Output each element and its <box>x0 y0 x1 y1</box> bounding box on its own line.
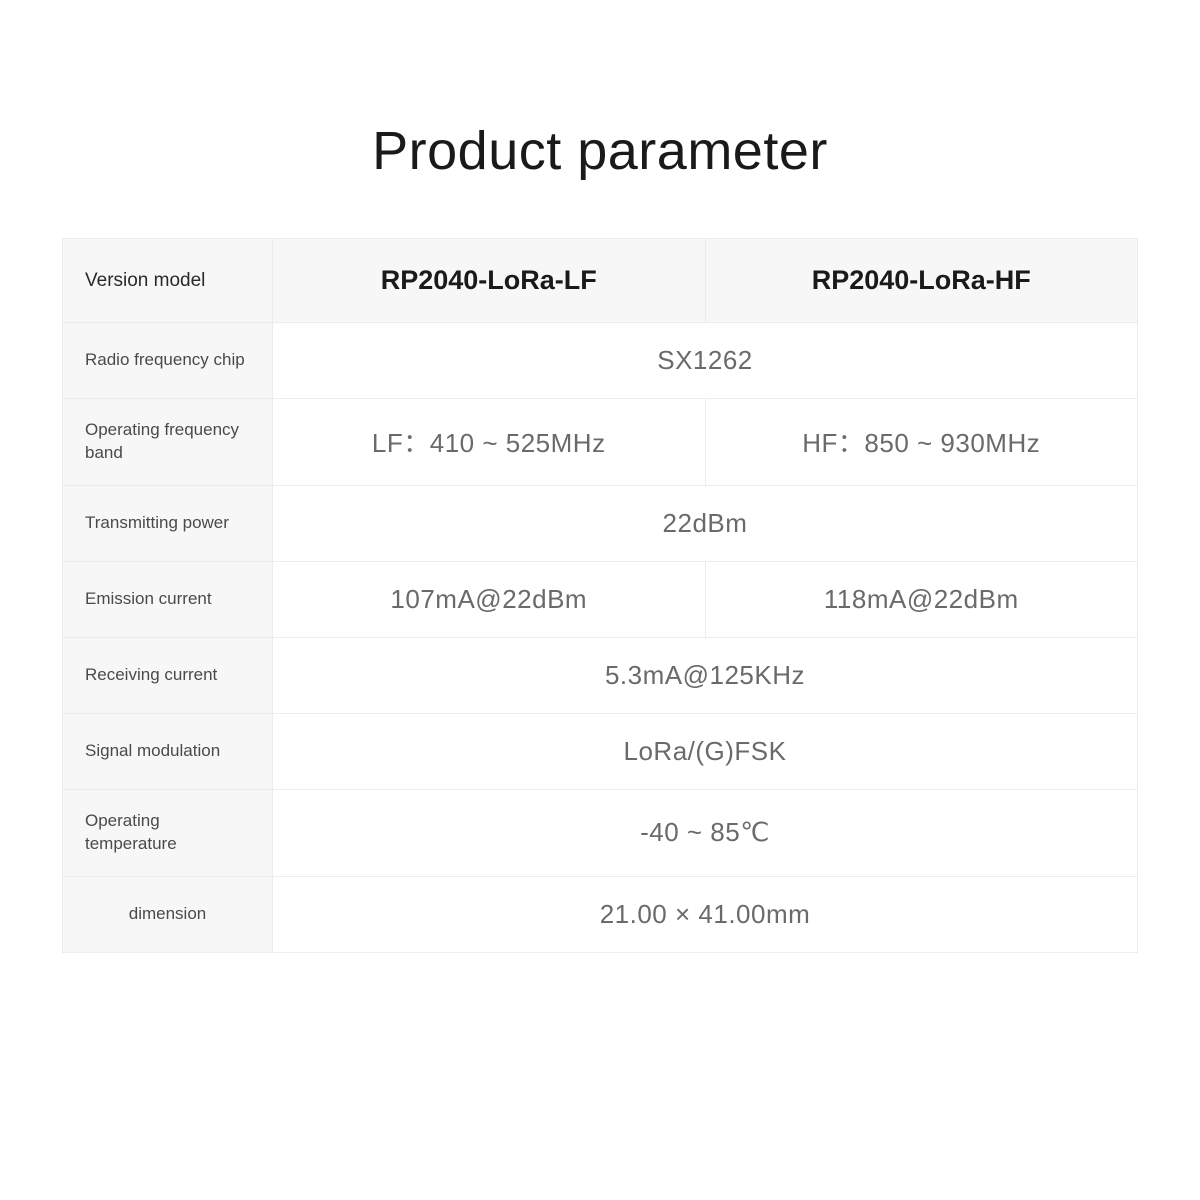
row-value: 22dBm <box>273 485 1138 561</box>
row-value: 5.3mA@125KHz <box>273 637 1138 713</box>
row-label: Operating frequency band <box>63 399 273 486</box>
row-label: Receiving current <box>63 637 273 713</box>
table-row: Transmitting power22dBm <box>63 485 1138 561</box>
table-row: Emission current107mA@22dBm118mA@22dBm <box>63 561 1138 637</box>
page-title: Product parameter <box>62 120 1138 182</box>
header-col-lf: RP2040-LoRa-LF <box>273 239 706 323</box>
row-label: Emission current <box>63 561 273 637</box>
row-value-lf: LF：410 ~ 525MHz <box>273 399 706 486</box>
row-value: -40 ~ 85℃ <box>273 789 1138 876</box>
row-label: Operating temperature <box>63 789 273 876</box>
row-label: Signal modulation <box>63 713 273 789</box>
header-col-hf: RP2040-LoRa-HF <box>705 239 1138 323</box>
table-row: Operating temperature-40 ~ 85℃ <box>63 789 1138 876</box>
row-value-lf: 107mA@22dBm <box>273 561 706 637</box>
row-value-hf: HF：850 ~ 930MHz <box>705 399 1138 486</box>
row-value: 21.00 × 41.00mm <box>273 876 1138 952</box>
table-header-row: Version model RP2040-LoRa-LF RP2040-LoRa… <box>63 239 1138 323</box>
table-row: Signal modulationLoRa/(G)FSK <box>63 713 1138 789</box>
parameter-table: Version model RP2040-LoRa-LF RP2040-LoRa… <box>62 238 1138 953</box>
row-value-hf: 118mA@22dBm <box>705 561 1138 637</box>
table-body: Radio frequency chipSX1262Operating freq… <box>63 323 1138 953</box>
table-row: dimension21.00 × 41.00mm <box>63 876 1138 952</box>
table-row: Receiving current5.3mA@125KHz <box>63 637 1138 713</box>
row-label: Transmitting power <box>63 485 273 561</box>
row-value: LoRa/(G)FSK <box>273 713 1138 789</box>
row-label: dimension <box>63 876 273 952</box>
table-row: Operating frequency bandLF：410 ~ 525MHzH… <box>63 399 1138 486</box>
header-label: Version model <box>63 239 273 323</box>
table-row: Radio frequency chipSX1262 <box>63 323 1138 399</box>
row-label: Radio frequency chip <box>63 323 273 399</box>
row-value: SX1262 <box>273 323 1138 399</box>
